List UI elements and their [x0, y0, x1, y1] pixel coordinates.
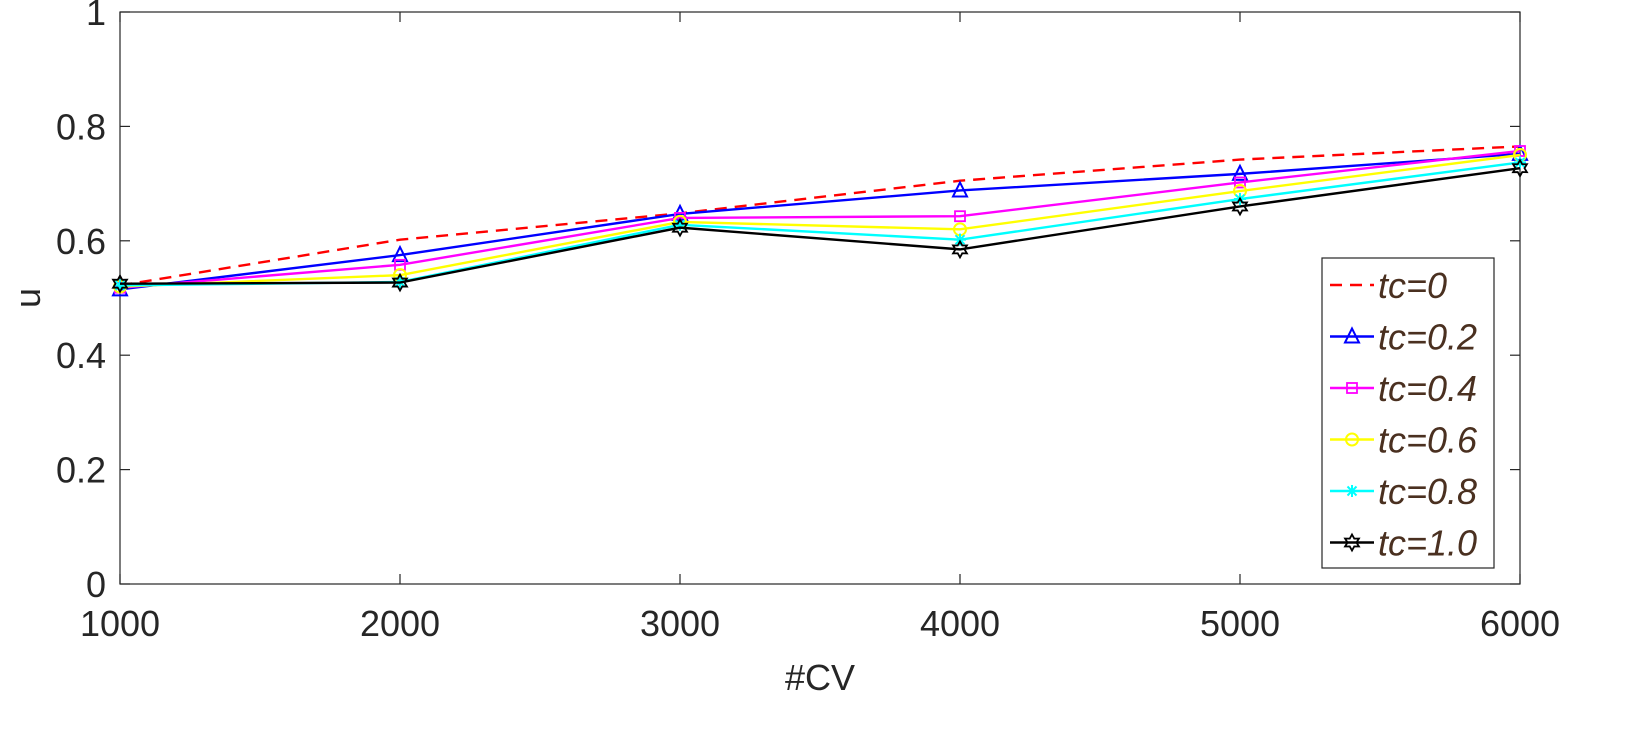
legend-marker — [1343, 326, 1361, 344]
legend-label: tc=0.6 — [1378, 420, 1478, 461]
x-tick-label: 2000 — [360, 603, 440, 644]
data-point — [391, 272, 409, 293]
x-tick-label: 6000 — [1480, 603, 1560, 644]
data-point — [674, 218, 686, 231]
legend-item: tc=1.0 — [1330, 523, 1477, 564]
series-line — [119, 149, 1521, 289]
legend-label: tc=0.4 — [1378, 368, 1477, 409]
legend-box — [1321, 257, 1495, 569]
ticks-layer: 1000 2000 3000 4000 5000 6000 0 0.2 0.4 0.6 0.8 1 — [56, 0, 1560, 644]
series-layer — [111, 143, 1529, 297]
x-tick-label: 4000 — [920, 603, 1000, 644]
y-tick-label: 0 — [86, 564, 106, 605]
x-tick-label: 5000 — [1200, 603, 1280, 644]
legend-item: tc=0.6 — [1330, 420, 1478, 461]
y-tick-label: 0.8 — [56, 106, 106, 147]
series-line — [119, 153, 1521, 288]
series-line — [119, 145, 1521, 287]
plot-area: 1000 2000 3000 4000 5000 6000 0 0.2 0.4 0.6 0.8 1 t… — [56, 0, 1560, 644]
series-line — [119, 166, 1521, 285]
legend-label: tc=0.2 — [1378, 317, 1477, 358]
x-tick-label: 3000 — [640, 603, 720, 644]
series-tc=0 — [119, 145, 1521, 287]
legend: tc=0 tc=0.2 tc=0.4 tc=0.6 tc=0.8 tc=1.0 — [1321, 257, 1495, 569]
legend-label: tc=0.8 — [1378, 471, 1477, 512]
series-tc=1.0 — [111, 158, 1529, 294]
data-point — [111, 273, 129, 294]
series-line — [119, 152, 1521, 291]
legend-marker — [1346, 485, 1358, 497]
legend-marker — [1346, 382, 1358, 394]
legend-label: tc=1.0 — [1378, 523, 1477, 564]
y-axis-label: u — [7, 288, 48, 308]
legend-marker — [1345, 432, 1359, 447]
data-point — [951, 180, 969, 198]
y-tick-label: 1 — [86, 0, 106, 33]
legend-item: tc=0.2 — [1330, 317, 1477, 358]
data-point — [1514, 156, 1526, 169]
legend-item: tc=0 — [1330, 265, 1447, 306]
legend-marker — [1343, 532, 1361, 553]
axes-box — [119, 11, 1521, 585]
legend-item: tc=0.8 — [1330, 471, 1477, 512]
data-point — [951, 239, 969, 260]
data-point — [114, 279, 126, 292]
data-point — [671, 217, 689, 238]
y-tick-label: 0.4 — [56, 335, 106, 376]
legend-label: tc=0 — [1378, 265, 1447, 306]
y-tick-label: 0.6 — [56, 221, 106, 262]
data-point — [1511, 158, 1529, 179]
data-point — [1234, 176, 1246, 189]
data-point — [1231, 196, 1249, 217]
data-point — [954, 210, 966, 223]
data-point — [1231, 163, 1249, 181]
y-tick-label: 0.2 — [56, 450, 106, 491]
x-tick-label: 1000 — [80, 603, 160, 644]
data-point — [391, 244, 409, 263]
x-axis-label: #CV — [785, 657, 855, 698]
legend-item: tc=0.4 — [1330, 368, 1477, 409]
